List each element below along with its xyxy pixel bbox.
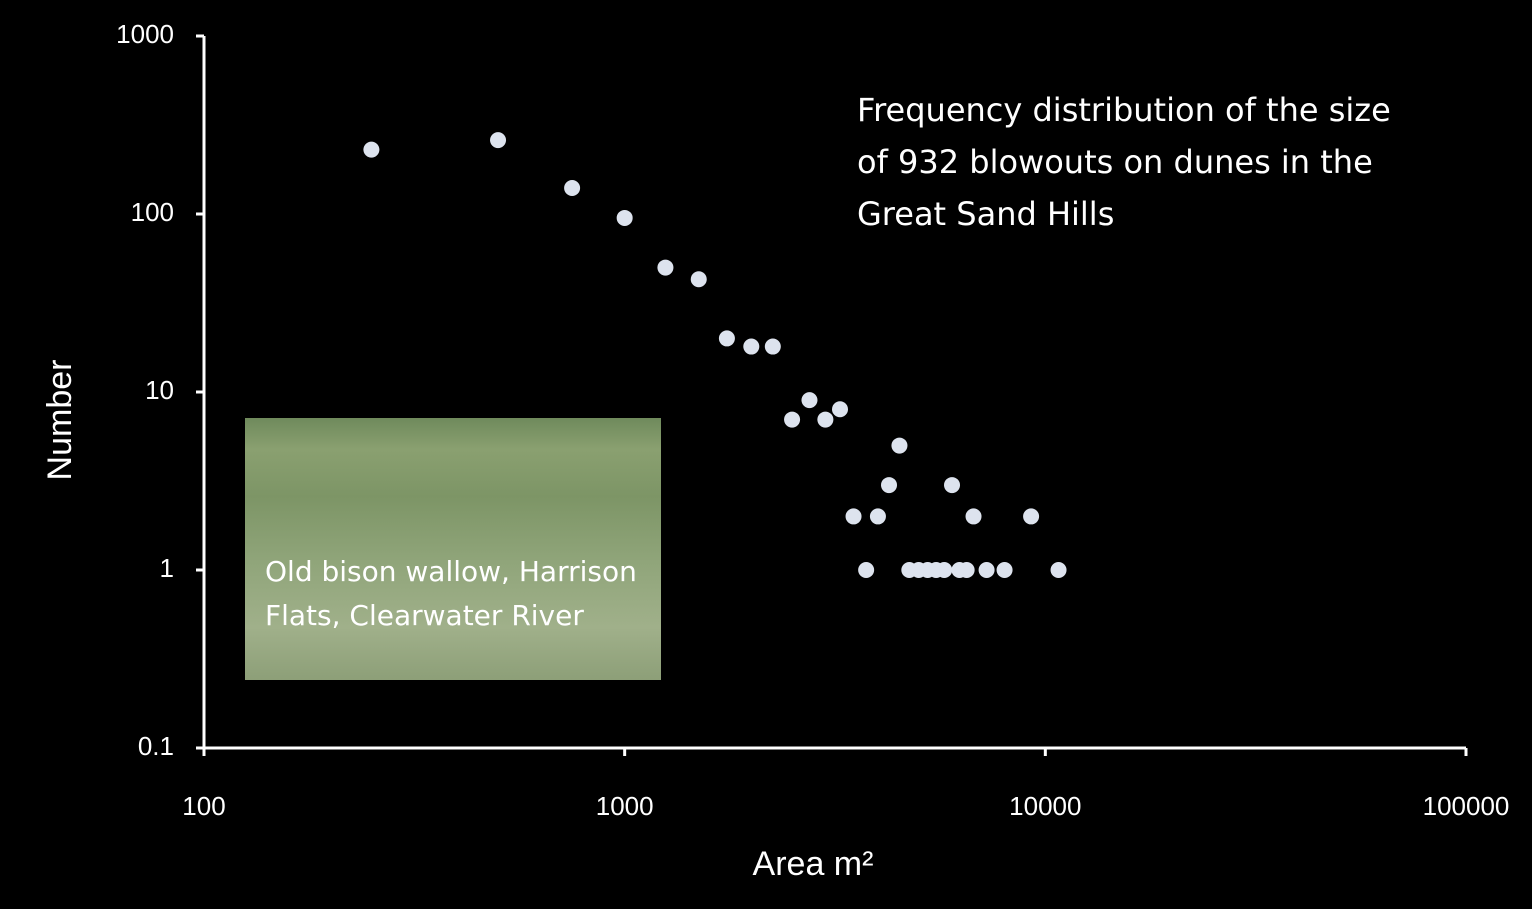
point [657, 259, 674, 276]
x-tick-label: 100000 [1423, 791, 1510, 821]
point [858, 562, 875, 578]
y-tick-label: 1000 [116, 19, 174, 49]
point [616, 209, 633, 226]
point [764, 338, 781, 355]
y-tick-label: 0.1 [138, 731, 174, 761]
y-tick-label: 1 [160, 553, 174, 583]
point [965, 508, 982, 525]
point [869, 508, 886, 525]
point [845, 508, 862, 525]
point [891, 437, 908, 454]
point [978, 562, 995, 578]
point [944, 477, 961, 494]
y-tick-label: 10 [145, 375, 174, 405]
y-tick-label: 100 [131, 197, 174, 227]
x-tick-label: 10000 [1009, 791, 1081, 821]
point [881, 477, 898, 494]
point [490, 132, 507, 149]
x-tick-label: 1000 [596, 791, 654, 821]
point [1050, 562, 1067, 578]
point [363, 141, 380, 158]
point [784, 411, 801, 428]
point [801, 392, 818, 409]
point [743, 338, 760, 355]
point [1023, 508, 1040, 525]
y-axis-label: Number [41, 360, 79, 481]
point [690, 271, 707, 288]
inset-caption: Old bison wallow, Harrison Flats, Clearw… [265, 555, 637, 632]
point [996, 562, 1013, 578]
point [817, 411, 834, 428]
x-axis-label: Area m² [753, 845, 874, 883]
point [564, 179, 581, 196]
point [958, 562, 975, 578]
point [831, 401, 848, 418]
chart-title: Frequency distribution of the size of 93… [857, 91, 1391, 233]
point [936, 562, 953, 578]
inset-photo: Old bison wallow, Harrison Flats, Clearw… [245, 418, 661, 680]
point [718, 330, 735, 347]
x-tick-label: 100 [182, 791, 225, 821]
